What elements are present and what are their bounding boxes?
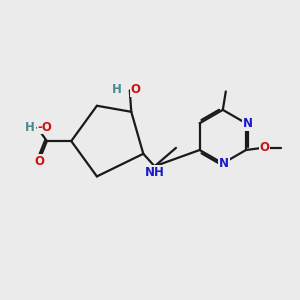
Text: H: H	[112, 83, 122, 96]
Text: N: N	[242, 117, 253, 130]
Text: -O: -O	[38, 121, 52, 134]
Text: NH: NH	[145, 166, 165, 179]
Text: O: O	[260, 140, 269, 154]
Text: O: O	[35, 155, 45, 168]
Text: H: H	[25, 121, 35, 134]
Text: O: O	[130, 83, 140, 96]
Text: N: N	[219, 157, 229, 170]
